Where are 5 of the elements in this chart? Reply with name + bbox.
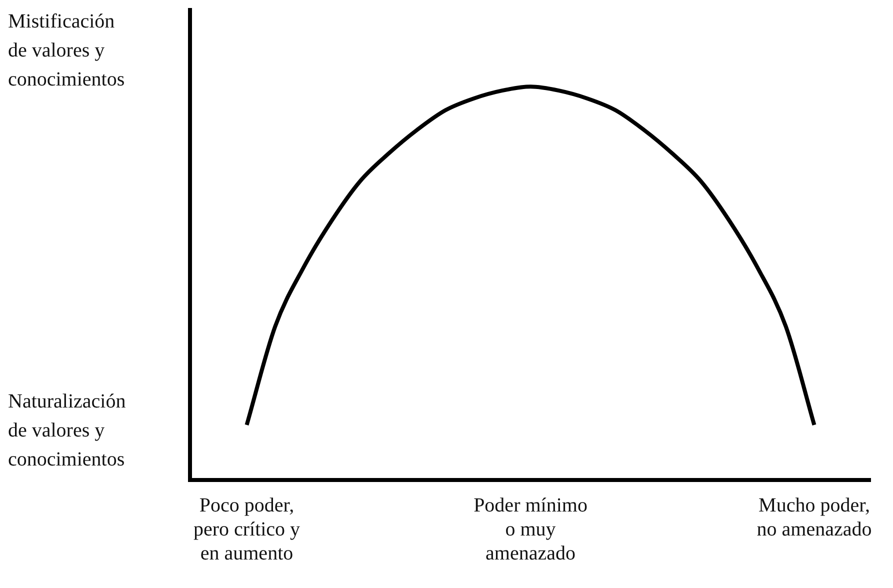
x-tick-label: Poco poder, pero crítico y en aumento [193,494,300,564]
text: Naturalización de valores y conocimientos [8,390,126,470]
x-tick-label: Poder mínimo o muy amenazado [474,494,588,564]
text: Mistificación de valores y conocimientos [8,10,125,90]
x-tick-label: Mucho poder, no amenazado [756,494,872,540]
